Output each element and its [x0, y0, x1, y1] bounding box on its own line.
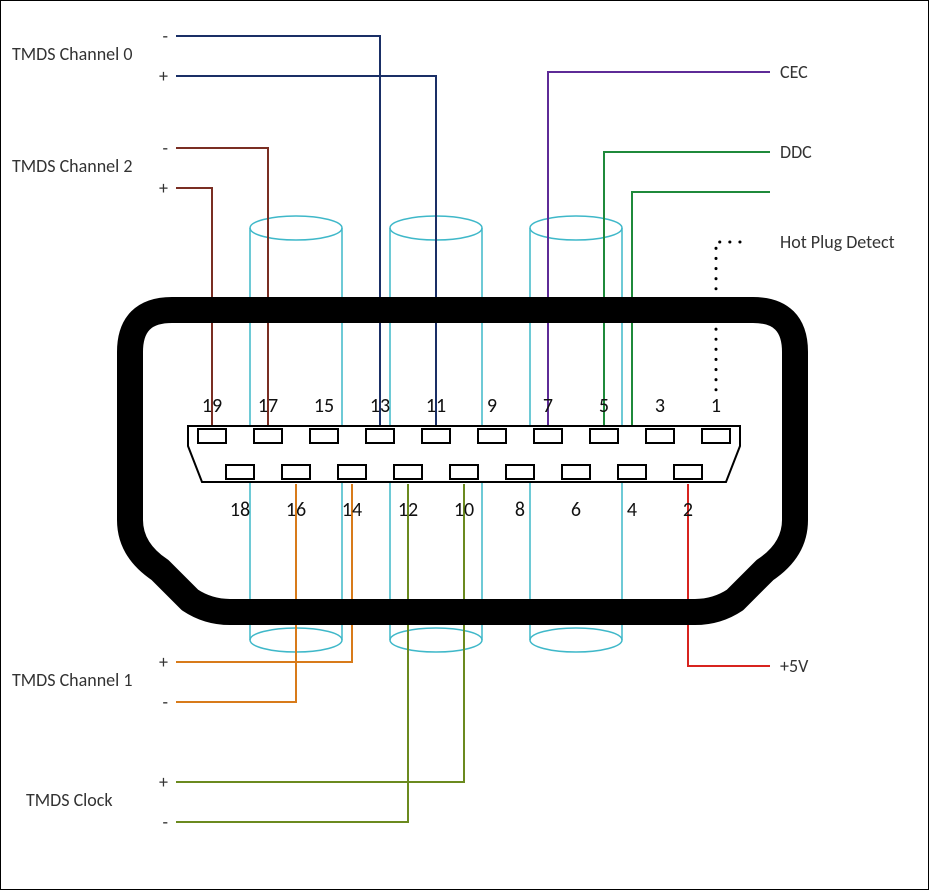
polarity-mark: +: [159, 651, 168, 673]
label-tmds1: TMDS Channel 1: [12, 669, 132, 691]
label-hpd: Hot Plug Detect: [780, 231, 895, 253]
label-p5v: +5V: [780, 655, 809, 677]
pin-label-5: 5: [599, 394, 609, 418]
pin-label-2: 2: [683, 498, 693, 522]
polarity-mark: -: [162, 137, 168, 159]
pin-label-4: 4: [627, 498, 637, 522]
hdmi-pinout-diagram: 13579111315171924681012141618 TMDS Chann…: [0, 0, 929, 890]
pin-label-1: 1: [711, 394, 721, 418]
label-cec: CEC: [780, 61, 808, 83]
pin-label-13: 13: [370, 394, 390, 418]
pin-label-10: 10: [454, 498, 474, 522]
label-tmds2: TMDS Channel 2: [12, 155, 132, 177]
pin-label-16: 16: [286, 498, 306, 522]
pin-label-9: 9: [487, 394, 497, 418]
pin-label-11: 11: [426, 394, 446, 418]
pin-label-6: 6: [571, 498, 581, 522]
polarity-mark: -: [162, 25, 168, 47]
pin-label-18: 18: [230, 498, 250, 522]
pin-label-3: 3: [655, 394, 665, 418]
polarity-mark: +: [159, 771, 168, 793]
polarity-mark: -: [162, 811, 168, 833]
label-tmds0: TMDS Channel 0: [12, 43, 132, 65]
polarity-mark: +: [159, 65, 168, 87]
pin-label-14: 14: [342, 498, 362, 522]
pin-label-8: 8: [515, 498, 525, 522]
pin-label-12: 12: [398, 498, 418, 522]
pin-label-15: 15: [314, 394, 334, 418]
label-tmdsclk: TMDS Clock: [26, 789, 113, 811]
pin-label-19: 19: [202, 394, 222, 418]
pin-label-7: 7: [543, 394, 553, 418]
polarity-mark: -: [162, 691, 168, 713]
polarity-mark: +: [159, 177, 168, 199]
pin-label-17: 17: [258, 394, 278, 418]
label-ddc: DDC: [780, 141, 812, 163]
